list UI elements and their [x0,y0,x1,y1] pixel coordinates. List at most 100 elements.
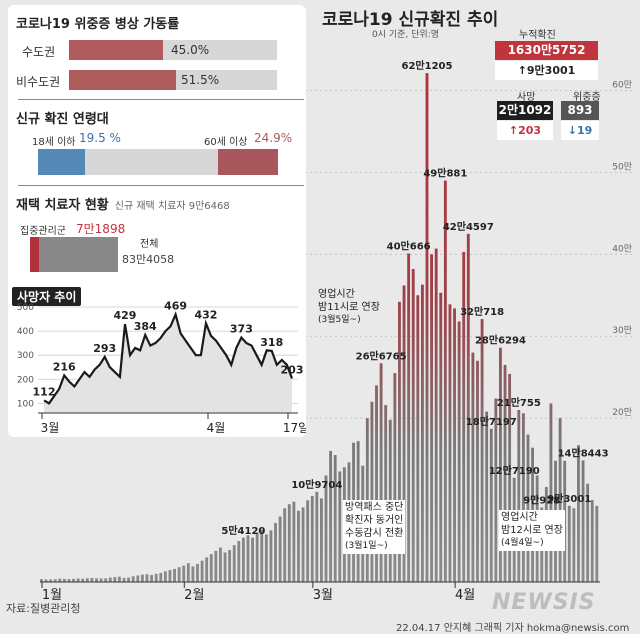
case-bar [251,537,254,582]
divider [18,185,304,186]
case-bar [398,301,401,582]
home-treatment-title: 재택 치료자 현황 신규 재택 치료자 9만6468 [16,194,230,213]
case-bar [154,573,158,582]
case-data-label: 5만4120 [221,524,265,537]
death-data-label: 373 [230,323,253,336]
divider [18,99,304,100]
annotation-line: 영업시간 [318,289,355,300]
case-bar [310,495,314,582]
case-bar [558,418,562,582]
case-bar [521,413,525,582]
y-tick-label: 400 [17,327,34,337]
y-tick-label: 30만 [612,325,632,336]
case-bar [76,578,80,582]
case-bar [127,577,131,582]
bed-title: 코로나19 위중증 병상 가동률 [16,17,180,32]
x-label: 17일 [283,421,306,435]
home-intensive-fill [30,237,40,272]
case-bar [297,510,300,582]
case-data-label: 9만928 [523,494,560,507]
bed-row-label: 수도권 [22,45,56,59]
case-bar [209,554,213,582]
case-bar [81,578,85,582]
death-data-label: 203 [281,364,304,377]
annotation-line: (3월1일~) [345,541,388,551]
bed-row-label: 비수도권 [16,75,61,89]
y-tick-label: 60만 [612,79,632,90]
case-bar [269,530,273,582]
case-bar [430,254,434,582]
home-new-count: 신규 재택 치료자 9만6468 [114,201,230,212]
case-bar [526,434,530,582]
case-bar [191,566,195,582]
case-bar [393,373,397,582]
case-bar [72,578,75,582]
case-bar [416,295,420,582]
death-data-label: 112 [33,385,56,398]
case-bar [173,568,176,582]
cumulative-label: 누적확진 [519,30,556,41]
y-tick-label: 100 [17,399,34,409]
case-bar [67,579,71,582]
deaths-value: 2만1092 [497,101,553,120]
case-bar [232,545,236,582]
annotation-hours-11pm: 영업시간 밤11시로 연장 (3월5일~) [318,288,380,327]
case-bar [205,557,209,582]
death-chart-title: 사망자 추이 [12,287,82,306]
case-bar [306,500,310,582]
case-bar [62,578,66,582]
case-bar [471,352,475,582]
age-old-fill [218,149,278,175]
age-old-label: 60세 이상 [204,137,248,148]
case-bar [453,308,456,582]
bed-pct: 51.5% [181,73,220,87]
case-bar [163,571,167,582]
death-data-label: 384 [134,320,157,333]
case-data-label: 49만881 [423,167,467,180]
annotation-line: (3월5일~) [318,315,361,325]
bed-bar-track: 45.0% [69,40,277,60]
death-data-label: 318 [260,336,283,349]
annotation-line: 방역패스 중단 [345,502,404,513]
case-data-label: 14만8443 [558,446,609,459]
case-bar [462,251,466,582]
case-bar [118,576,121,582]
intensive-value: 7만1898 [76,222,126,236]
case-data-label: 32만718 [460,305,504,318]
intensive-label: 집중관리군 [20,226,66,237]
case-bar [384,405,388,582]
case-bar [219,547,222,582]
case-bar [223,552,227,582]
case-bar [168,570,172,582]
cumulative-value: 1630만5752 [495,41,598,60]
case-bar [439,292,443,582]
age-young-value: 19.5 % [79,131,121,145]
case-bar [549,403,553,582]
y-tick-label: 40만 [612,243,632,254]
case-data-label: 21만755 [497,396,541,409]
case-bar [590,500,594,582]
case-data-label: 26만6765 [356,349,407,362]
case-bar [434,248,438,582]
case-bar [485,411,489,582]
case-bar [301,507,305,582]
case-bar [457,321,461,582]
case-bar [443,180,447,583]
case-bar [499,347,502,582]
severe-label: 위중증 [573,92,601,103]
case-bar [99,578,103,582]
annotation-line: (4월4일~) [501,538,544,548]
death-series-line [43,311,294,405]
case-bar [44,579,48,582]
severe-value: 893 [561,101,599,120]
x-month-label: 4월 [455,588,475,603]
x-label: 4월 [207,421,226,435]
case-bar [58,578,62,582]
chart-subtitle: 0시 기준, 단위:명 [372,30,440,40]
bed-bar-fill [69,40,163,60]
case-data-label: 28만6294 [475,334,526,347]
cumulative-delta: ↑9만3001 [495,61,598,80]
case-bar [448,304,452,582]
y-tick-label: 200 [17,375,34,385]
home-total-bar [30,237,118,272]
